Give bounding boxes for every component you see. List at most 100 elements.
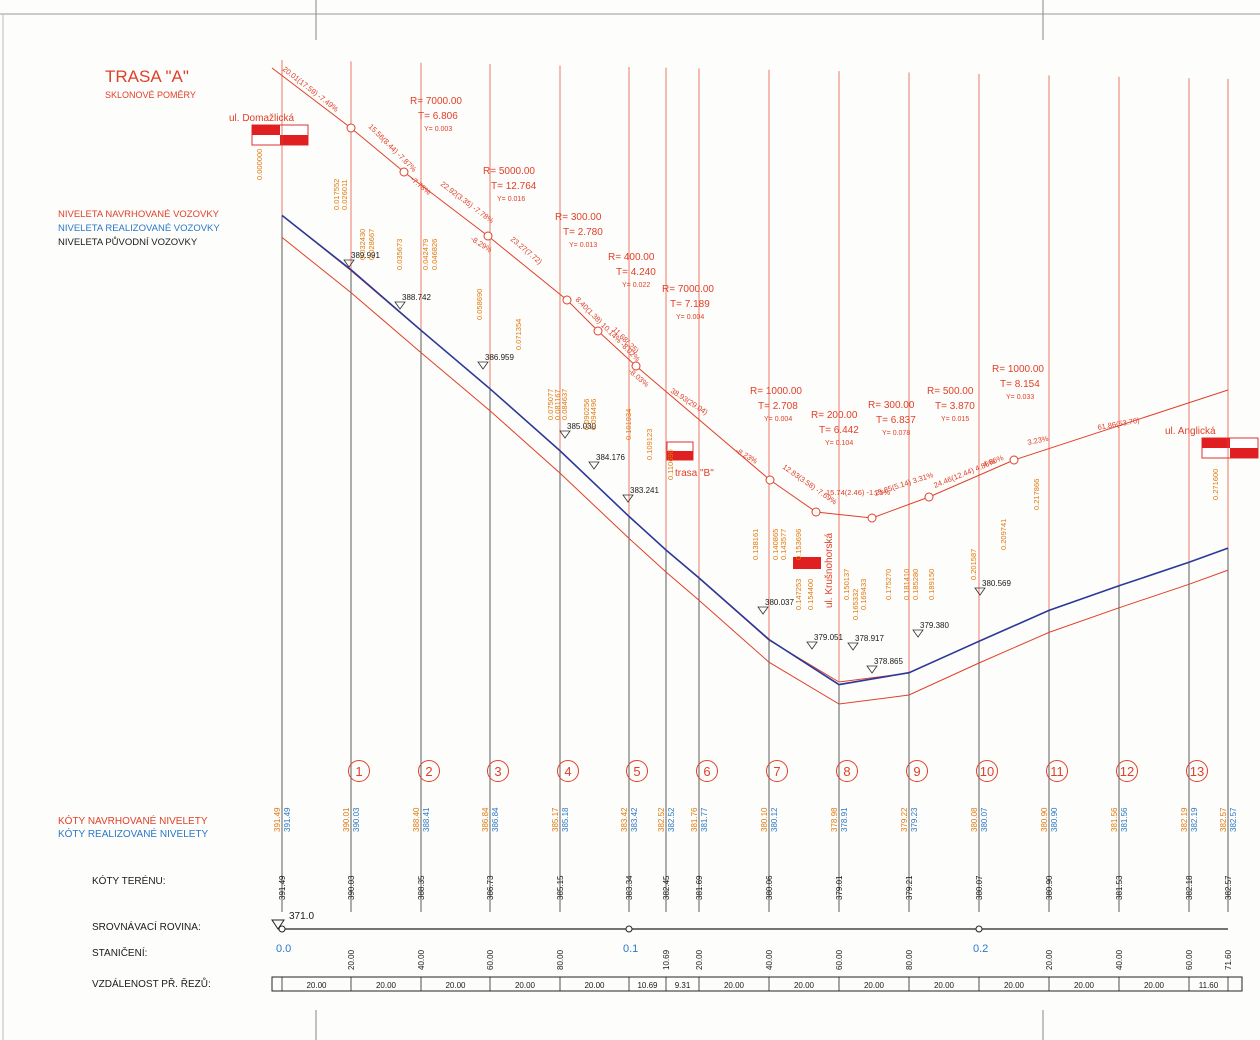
legend-navrh: NIVELETA NAVRHOVANÉ VOZOVKY (58, 209, 220, 220)
km-mark (625, 925, 633, 933)
station-circle (487, 760, 509, 782)
point-elevation: 386.959 (485, 353, 514, 362)
station-number: 2 (425, 764, 432, 779)
offset-value: 0.165332 (851, 589, 860, 620)
km-label: 0.0 (276, 943, 291, 955)
station-circle (696, 760, 718, 782)
point-elevation: 389.991 (351, 251, 380, 260)
staniceni-value: 60.00 (486, 949, 495, 970)
vertex-circle (346, 123, 356, 133)
distance-value: 20.00 (376, 981, 397, 990)
curve-radius: R= 300.00 (868, 400, 915, 411)
street-label-anglicka: ul. Anglická (1165, 426, 1216, 437)
kota-navrh: 379.22 (900, 807, 909, 832)
kota-real: 379.23 (910, 807, 919, 832)
kota-terenu: 386.73 (486, 875, 495, 900)
station-circle (766, 760, 788, 782)
curve-y: Y= 0.104 (825, 440, 853, 447)
kota-real: 378.91 (840, 807, 849, 832)
slope-label: -8.23% (734, 446, 759, 466)
kota-navrh: 382.52 (657, 807, 666, 832)
vertex-circle (593, 326, 603, 336)
offset-value: 0.143577 (779, 529, 788, 560)
station-number: 5 (633, 764, 640, 779)
slope-label: 8.40(1.38) 10.14% -8.02% (574, 295, 643, 364)
vertex-circle (483, 231, 493, 241)
offset-value: 0.271600 (1211, 469, 1220, 500)
kota-navrh: 381.56 (1110, 807, 1119, 832)
kota-navrh: 381.76 (690, 807, 699, 832)
point-elevation: 378.917 (855, 634, 884, 643)
offset-value: 0.189150 (927, 569, 936, 600)
staniceni-value: 40.00 (417, 949, 426, 970)
offset-value: 0.035673 (395, 239, 404, 270)
drawing-title: TRASA "A" (105, 67, 189, 86)
point-triangle (622, 494, 634, 503)
station-circle (976, 760, 998, 782)
curve-y: Y= 0.004 (676, 314, 704, 321)
niveleta-navrh-line (281, 215, 1229, 683)
kota-navrh: 380.08 (970, 807, 979, 832)
station-number: 13 (1190, 764, 1204, 779)
staniceni-value: 20.00 (347, 949, 356, 970)
slope-label: 15.85(5.14) 3.31% (873, 470, 935, 498)
station-circle (418, 760, 440, 782)
junction-marker-fill (1202, 438, 1230, 448)
point-elevation: 379.051 (814, 633, 843, 642)
curve-radius: R= 1000.00 (992, 364, 1044, 375)
km-mark (278, 925, 286, 933)
distance-value: 20.00 (584, 981, 605, 990)
offset-value: 0.094496 (589, 399, 598, 430)
offset-value: 0.109123 (645, 429, 654, 460)
kota-navrh: 383.42 (620, 807, 629, 832)
distance-value: 11.60 (1199, 981, 1219, 990)
station-circle (1046, 760, 1068, 782)
staniceni-value: 20.00 (695, 949, 704, 970)
row-label-srovnavaci: SROVNÁVACÍ ROVINA: (92, 920, 201, 933)
niveleta-real-line (281, 214, 1229, 686)
kota-real: 385.18 (561, 807, 570, 832)
point-triangle (866, 665, 878, 674)
vertex-circle (765, 475, 775, 485)
curve-radius: R= 7000.00 (410, 96, 462, 107)
kota-real: 380.07 (980, 807, 989, 832)
point-triangle (477, 361, 489, 370)
kota-terenu: 390.03 (347, 875, 356, 900)
terrain-line (281, 237, 1229, 705)
km-mark (975, 925, 983, 933)
point-elevation: 384.176 (596, 453, 625, 462)
kota-navrh: 380.10 (760, 807, 769, 832)
kota-navrh: 380.90 (1040, 807, 1049, 832)
point-triangle (394, 301, 406, 310)
kota-real: 380.12 (770, 807, 779, 832)
station-number: 10 (980, 764, 994, 779)
offset-value: 0.110690 (666, 449, 675, 480)
offset-value: 0.101934 (624, 409, 633, 440)
kota-terenu: 380.90 (1045, 875, 1054, 900)
offset-value: 0.140865 (771, 529, 780, 560)
vertex-circle (399, 167, 409, 177)
distance-value: 20.00 (864, 981, 885, 990)
curve-tangent: T= 12.764 (491, 181, 537, 192)
kota-navrh: 388.40 (412, 807, 421, 832)
junction-marker-fill (1230, 448, 1258, 458)
kota-navrh: 390.01 (342, 807, 351, 832)
curve-y: Y= 0.016 (497, 196, 525, 203)
point-triangle (588, 461, 600, 470)
point-triangle (559, 430, 571, 439)
station-number: 4 (564, 764, 571, 779)
km-label: 0.1 (623, 943, 638, 955)
vertex-circle (1009, 455, 1019, 465)
offset-value: 0.153696 (794, 529, 803, 560)
slope-label: 12.83(3.58) -7.69% (781, 462, 839, 506)
legend-real: NIVELETA REALIZOVANÉ VOZOVKY (58, 223, 220, 234)
offset-value: 0.154400 (806, 579, 815, 610)
kota-terenu: 382.57 (1224, 875, 1233, 900)
street-label-trasa-b: trasa "B" (675, 468, 714, 479)
offset-value: 0.201587 (969, 549, 978, 580)
kota-navrh: 382.19 (1180, 807, 1189, 832)
station-number: 6 (703, 764, 710, 779)
offset-value: 0.081167 (553, 389, 562, 420)
point-elevation: 380.037 (765, 598, 794, 607)
vertex-circle (867, 513, 877, 523)
